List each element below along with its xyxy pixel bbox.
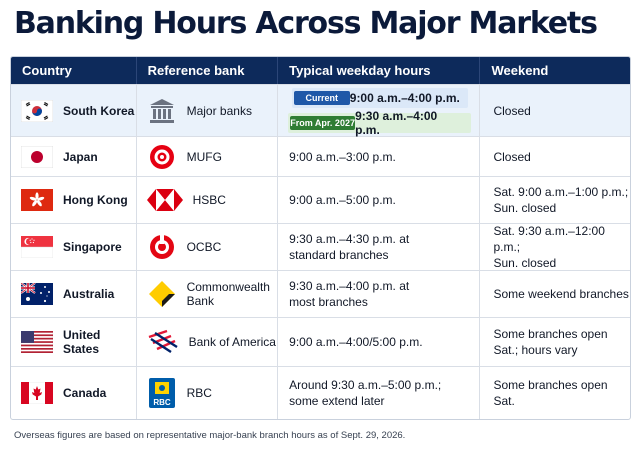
header-weekday-hours: Typical weekday hours xyxy=(278,57,481,84)
future-badge: From Apr. 2027 xyxy=(290,116,356,130)
mufg-logo-icon xyxy=(149,144,174,169)
bank-name-line1: Commonwealth xyxy=(186,280,270,294)
united-states-flag-icon xyxy=(21,331,53,353)
hong-kong-flag-icon xyxy=(21,189,53,211)
bank-building-icon xyxy=(149,98,174,123)
country-name: Japan xyxy=(63,149,98,164)
south-korea-flag-icon xyxy=(21,99,53,122)
banking-hours-table: Country Reference bank Typical weekday h… xyxy=(10,56,631,420)
page-title: Banking Hours Across Major Markets xyxy=(14,6,598,41)
bank-of-america-logo-icon xyxy=(148,329,178,354)
rbc-logo-text: RBC xyxy=(153,398,171,407)
weekend-hours: Closed xyxy=(493,103,531,118)
table-row-canada: Canada RBC RBC Around 9:30 a.m.–5:00 p.m… xyxy=(11,366,630,419)
country-name: United States xyxy=(63,328,101,356)
weekend-hours-line2: Sun. closed xyxy=(493,201,557,215)
bank-name: Major banks xyxy=(186,103,252,118)
weekday-hours: 9:00 a.m.–3:00 p.m. xyxy=(278,137,481,176)
country-name: South Korea xyxy=(63,103,135,118)
weekday-hours-line2: standard branches xyxy=(289,248,389,262)
table-header: Country Reference bank Typical weekday h… xyxy=(11,57,630,84)
country-name: Singapore xyxy=(63,240,122,254)
country-name: Hong Kong xyxy=(63,193,128,207)
table-row-singapore: Singapore OCBC 9:30 a.m.–4:30 p.m. at st… xyxy=(11,223,630,270)
japan-flag-icon xyxy=(21,145,53,168)
header-country: Country xyxy=(11,57,137,84)
table-row-united-states: United States Bank of America 9:00 a.m.–… xyxy=(11,317,630,366)
weekend-hours-line2: Sun. closed xyxy=(493,256,557,270)
bank-name: MUFG xyxy=(186,149,222,164)
header-reference-bank: Reference bank xyxy=(137,57,279,84)
bank-name-line2: Bank xyxy=(186,294,214,308)
weekend-hours: Some weekend branches xyxy=(493,287,629,301)
table-row-australia: Australia Commonwealth Bank 9:30 a.m.–4:… xyxy=(11,270,630,317)
bank-name: HSBC xyxy=(192,193,226,207)
weekday-hours-line1: 9:30 a.m.–4:30 p.m. at xyxy=(289,232,410,246)
weekday-hours-line2: some extend later xyxy=(289,394,385,408)
bank-name: RBC xyxy=(186,386,212,400)
table-row-japan: Japan MUFG 9:00 a.m.–3:00 p.m. Closed xyxy=(11,136,630,176)
future-hours-value: 9:30 a.m.–4:00 p.m. xyxy=(355,109,438,137)
future-hours: From Apr. 2027 9:30 a.m.–4:00 p.m. xyxy=(288,109,472,137)
weekday-hours-line1: 9:30 a.m.–4:00 p.m. at xyxy=(289,279,410,293)
current-badge: Current xyxy=(293,91,350,105)
weekend-hours-line2: Sat.; hours vary xyxy=(493,343,578,357)
country-name: Australia xyxy=(63,287,115,301)
bank-name: Bank of America xyxy=(188,335,276,349)
weekday-hours-line2: most branches xyxy=(289,295,368,309)
weekend-hours: Some branches open Sat. xyxy=(493,378,608,408)
weekend-hours: Closed xyxy=(493,149,531,164)
weekday-hours-line1: Around 9:30 a.m.–5:00 p.m.; xyxy=(289,378,442,392)
weekday-hours: 9:00 a.m.–4:00/5:00 p.m. xyxy=(278,318,481,366)
hsbc-logo-icon xyxy=(146,189,183,211)
weekend-hours-line1: Sat. 9:30 a.m.–12:00 p.m.; xyxy=(493,224,605,254)
australia-flag-icon xyxy=(21,283,53,305)
table-row-hong-kong: Hong Kong HSBC 9:00 a.m.–5:00 p.m. Sat. … xyxy=(11,176,630,223)
weekend-hours-line1: Some branches open xyxy=(493,327,608,341)
header-weekend: Weekend xyxy=(491,63,549,78)
rbc-logo-icon: RBC xyxy=(148,378,175,408)
weekday-hours: 9:00 a.m.–5:00 p.m. xyxy=(278,177,481,223)
current-hours: Current 9:00 a.m.–4:00 p.m. xyxy=(291,88,468,108)
current-hours-value: 9:00 a.m.–4:00 p.m. xyxy=(349,91,460,105)
country-name: Canada xyxy=(63,386,107,400)
weekend-hours-line1: Sat. 9:00 a.m.–1:00 p.m.; xyxy=(493,185,629,199)
ocbc-logo-icon xyxy=(149,234,174,259)
footnote: Overseas figures are based on representa… xyxy=(14,430,406,441)
canada-flag-icon xyxy=(21,382,53,404)
table-row-south-korea: South Korea Major banks Current 9:00 a.m… xyxy=(11,84,630,137)
singapore-flag-icon xyxy=(21,236,53,258)
commonwealth-bank-logo-icon xyxy=(148,281,175,307)
bank-name: OCBC xyxy=(186,240,222,254)
